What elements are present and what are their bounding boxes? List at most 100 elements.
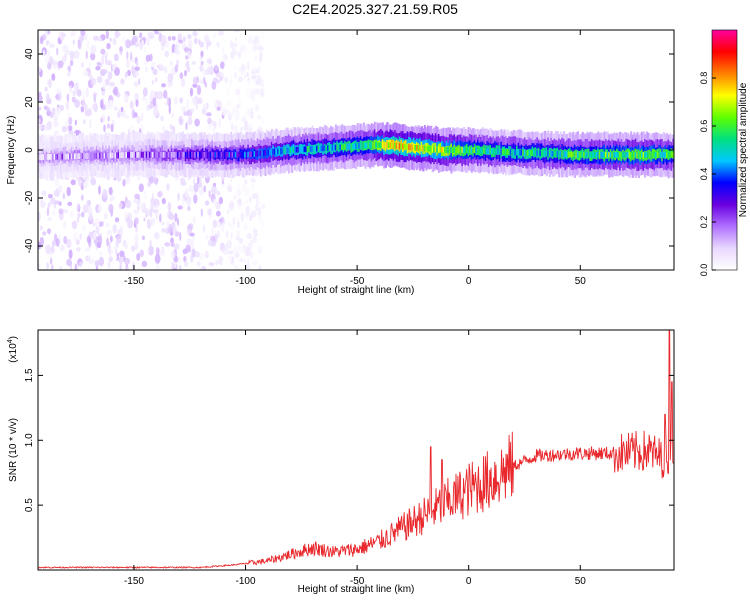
noise-cell [53,115,58,122]
noise-cell [190,241,195,249]
ridge-cell [64,153,67,160]
noise-cell [155,262,160,270]
ridge-cell [319,145,322,152]
ridge-cell [475,147,478,154]
ridge-cell [581,151,584,158]
noise-cell [105,101,109,109]
noise-cell [154,253,161,264]
ridge-cell [170,151,173,158]
ridge-cell [655,151,658,158]
ridge-cell [647,151,650,158]
noise-cell [138,78,141,85]
ridge-cell [281,148,284,154]
noise-cell [154,232,160,240]
noise-cell [38,211,41,222]
ridge-cell [178,151,181,158]
x-tick-label: -50 [350,276,365,287]
ridge-cell [264,149,267,156]
noise-cell [84,103,88,112]
noise-cell [119,225,123,236]
noise-cell [237,221,240,229]
noise-cell [143,217,146,222]
noise-cell [63,235,68,245]
ridge-cell [459,147,462,153]
noise-cell [223,36,226,43]
figure-title: C2E4.2025.327.21.59.R05 [292,1,458,17]
ridge-cell [311,146,314,152]
noise-cell [118,202,123,210]
ridge-cell [437,146,441,153]
noise-cell [233,65,239,72]
noise-cell [62,192,65,200]
noise-cell [234,112,238,117]
ridge-cell [487,148,491,154]
ridge-cell [642,151,645,158]
y-tick-label: 0 [24,147,35,153]
noise-cell [261,30,265,40]
ridge-cell [152,151,155,158]
noise-cell [174,44,179,55]
noise-cell [196,261,201,267]
noise-cell [213,103,218,110]
ridge-cell [492,148,495,155]
noise-cell [38,124,43,131]
noise-cell [155,111,160,116]
ridge-cell [247,151,250,158]
ridge-cell [181,151,184,158]
ridge-cell [244,151,247,158]
ridge-cell [422,145,425,152]
noise-cell [259,53,263,63]
ridge-cell [562,151,566,158]
noise-cell [240,69,245,76]
noise-cell [211,81,217,90]
ridge-cell [566,151,569,158]
noise-cell [206,43,209,50]
noise-cell [86,199,92,207]
noise-cell [93,93,97,103]
ridge-cell [480,147,483,154]
noise-cell [105,30,109,40]
noise-cell [131,245,136,252]
ridge-cell [511,149,514,156]
noise-cell [114,217,120,223]
noise-cell [158,63,164,70]
noise-cell [200,208,203,217]
ridge-cell [606,151,609,158]
ridge-cell [219,151,222,158]
colorbar: 0.0 0.2 0.4 0.6 0.8 Normalized spectral ampl… [699,29,749,276]
noise-cell [181,106,187,113]
noise-cell [189,113,192,119]
noise-cell [77,179,82,187]
noise-cell [218,118,221,128]
noise-cell [135,71,139,77]
noise-cell [135,99,139,107]
ridge-cell [416,144,419,151]
noise-cell [158,32,163,42]
noise-cell [52,209,56,216]
colorbar-tick-label: 0.2 [699,216,709,229]
noise-cell [133,81,139,88]
ridge-cell [195,151,198,158]
noise-cell [236,244,243,255]
noise-cell [134,42,140,48]
noise-cell [240,212,245,223]
noise-cell [194,37,198,45]
ridge-cell [173,151,177,158]
ridge-cell [156,151,159,158]
noise-cell [44,86,48,92]
noise-cell [160,44,165,52]
noise-cell [220,61,225,70]
noise-cell [245,262,251,270]
ridge-cell [220,151,223,158]
ridge-cell [523,149,526,156]
noise-cell [252,260,258,266]
noise-cell [201,266,205,270]
snr-scale-factor: (x104) [7,336,19,363]
noise-cell [80,211,85,218]
ridge-cell [519,149,522,156]
noise-cell [46,49,51,59]
noise-cell [74,263,78,270]
noise-cell [47,106,51,113]
noise-cell [80,30,86,37]
noise-cell [212,219,218,228]
